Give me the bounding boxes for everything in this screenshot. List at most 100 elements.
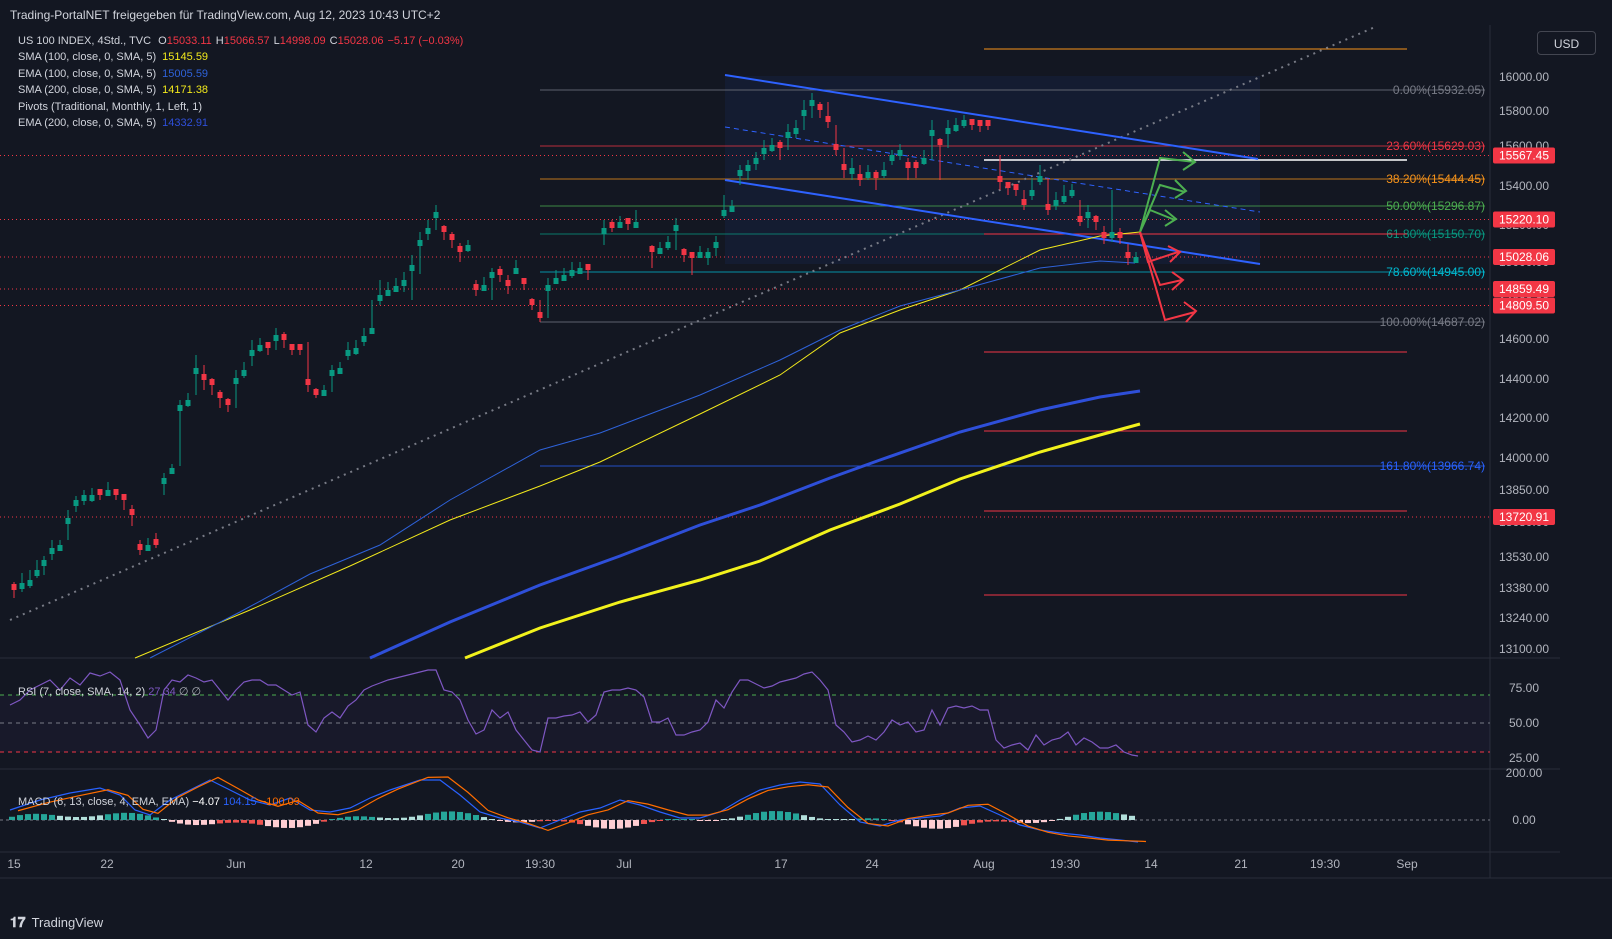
price-badge-bg xyxy=(1493,147,1555,164)
candle-body xyxy=(185,400,191,406)
candle xyxy=(505,275,511,294)
candle xyxy=(673,218,679,250)
rsi-legend: RSI (7, close, SMA, 14, 2) 27.34 ∅ ∅ xyxy=(18,685,201,698)
macd-histogram-bar xyxy=(225,820,231,823)
indicator-legend-item[interactable]: Pivots (Traditional, Monthly, 1, Left, 1… xyxy=(18,101,208,113)
macd-histogram-bar xyxy=(377,817,383,820)
rsi-name[interactable]: RSI (7, close, SMA, 14, 2) xyxy=(18,686,146,698)
candle-body xyxy=(1013,184,1019,190)
ohlc-item: C15028.06 xyxy=(329,35,384,47)
candle xyxy=(81,490,87,505)
macd-histogram-bar xyxy=(1081,813,1087,820)
candle-body xyxy=(1109,232,1115,238)
macd-histogram-bar xyxy=(1129,815,1135,820)
candle xyxy=(833,125,839,155)
candle-body xyxy=(257,345,263,351)
candle-body xyxy=(345,350,351,356)
macd-histogram-bar xyxy=(1073,814,1079,820)
candle xyxy=(617,216,623,228)
candle-body xyxy=(809,100,815,106)
candle xyxy=(705,248,711,265)
arrowhead-icon xyxy=(1182,151,1197,171)
symbol-name[interactable]: US 100 INDEX, 4Std., TVC xyxy=(18,35,152,47)
candle-body xyxy=(289,344,295,350)
price-badge-bg xyxy=(1493,249,1555,265)
candle xyxy=(305,342,311,392)
macd-histogram-bar xyxy=(745,814,751,820)
candle xyxy=(529,298,535,310)
indicator-value: 15145.59 xyxy=(162,51,209,63)
candle xyxy=(1077,200,1083,226)
candle-body xyxy=(27,580,33,586)
candle xyxy=(449,232,455,248)
macd-histogram-bar xyxy=(561,820,567,822)
candle-body xyxy=(1029,190,1035,196)
macd-histogram-bar xyxy=(129,812,135,820)
macd-histogram-bar xyxy=(177,820,183,824)
candle-body xyxy=(337,368,343,374)
macd-name[interactable]: MACD (6, 13, close, 4, EMA, EMA) xyxy=(18,796,190,808)
candle xyxy=(545,278,551,318)
candle-body xyxy=(241,370,247,376)
candle-body xyxy=(465,245,471,251)
candle xyxy=(881,162,887,178)
macd-histogram-bar xyxy=(601,820,607,829)
candle xyxy=(249,340,255,366)
candle-body xyxy=(689,252,695,258)
candle-body xyxy=(825,116,831,122)
candle xyxy=(1133,252,1139,263)
price-axis-label: 13530.00 xyxy=(1499,550,1549,564)
macd-histogram-bar xyxy=(49,814,55,820)
candle-body xyxy=(273,335,279,341)
price-badge-label: 15220.10 xyxy=(1499,213,1549,227)
candle xyxy=(857,165,863,186)
candle-body xyxy=(729,206,735,212)
price-axis-label: 15400.00 xyxy=(1499,179,1549,193)
candle xyxy=(625,218,631,230)
macd-histogram-bar xyxy=(633,820,639,826)
candle xyxy=(1061,185,1067,204)
indicator-value: 14171.38 xyxy=(162,84,209,96)
candle-body xyxy=(89,495,95,501)
candle xyxy=(113,489,119,500)
candle-body xyxy=(673,225,679,231)
rsi-axis-label: 25.00 xyxy=(1509,751,1539,765)
indicator-legend-item[interactable]: EMA (200, close, 0, SMA, 5) 14332.91 xyxy=(18,117,208,129)
macd-histogram-bar xyxy=(881,819,887,820)
candle xyxy=(1069,184,1075,198)
macd-histogram-bar xyxy=(1025,820,1031,824)
macd-histogram-bar xyxy=(553,820,559,821)
indicator-legend-item[interactable]: EMA (100, close, 0, SMA, 5) 15005.59 xyxy=(18,68,208,80)
indicator-value: 15005.59 xyxy=(162,67,209,80)
macd-histogram-bar xyxy=(585,820,591,826)
candle xyxy=(785,124,791,150)
macd-histogram-bar xyxy=(1049,820,1055,821)
macd-histogram-bar xyxy=(433,812,439,820)
price-axis-label: 13240.00 xyxy=(1499,611,1549,625)
footer: 𝟏𝟕 TradingView xyxy=(10,914,103,931)
candle-body xyxy=(553,278,559,284)
time-axis-label: Jul xyxy=(616,857,631,871)
candle-body xyxy=(913,162,919,168)
candle-body xyxy=(849,168,855,174)
indicator-name: Pivots (Traditional, Monthly, 1, Left, 1… xyxy=(18,100,203,113)
indicator-legend-item[interactable]: SMA (200, close, 0, SMA, 5) 14171.38 xyxy=(18,84,208,96)
candle-body xyxy=(177,405,183,411)
candle xyxy=(825,102,831,128)
candle xyxy=(65,510,71,540)
footer-brand[interactable]: TradingView xyxy=(31,915,104,930)
candle xyxy=(609,220,615,232)
macd-histogram-bar xyxy=(65,816,71,820)
candle xyxy=(1005,182,1011,195)
rsi-axis-label: 75.00 xyxy=(1509,681,1539,695)
indicator-legend-item[interactable]: SMA (100, close, 0, SMA, 5) 15145.59 xyxy=(18,51,208,63)
currency-button[interactable]: USD xyxy=(1537,31,1596,55)
candle xyxy=(345,342,351,360)
fib-level-label: 38.20%(15444.45) xyxy=(1386,172,1485,186)
candle-body xyxy=(225,399,231,405)
candle xyxy=(633,210,639,228)
fib-level-label: 161.80%(13966.74) xyxy=(1380,459,1485,473)
candle xyxy=(121,494,127,510)
candle xyxy=(425,220,431,240)
